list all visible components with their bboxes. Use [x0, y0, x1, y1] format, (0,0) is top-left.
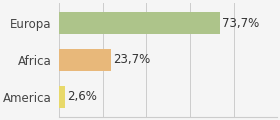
Bar	[59, 12, 220, 34]
Bar	[59, 86, 65, 108]
Text: 73,7%: 73,7%	[223, 17, 260, 30]
Bar	[59, 49, 111, 71]
Text: 2,6%: 2,6%	[67, 90, 97, 103]
Text: 23,7%: 23,7%	[113, 54, 151, 66]
